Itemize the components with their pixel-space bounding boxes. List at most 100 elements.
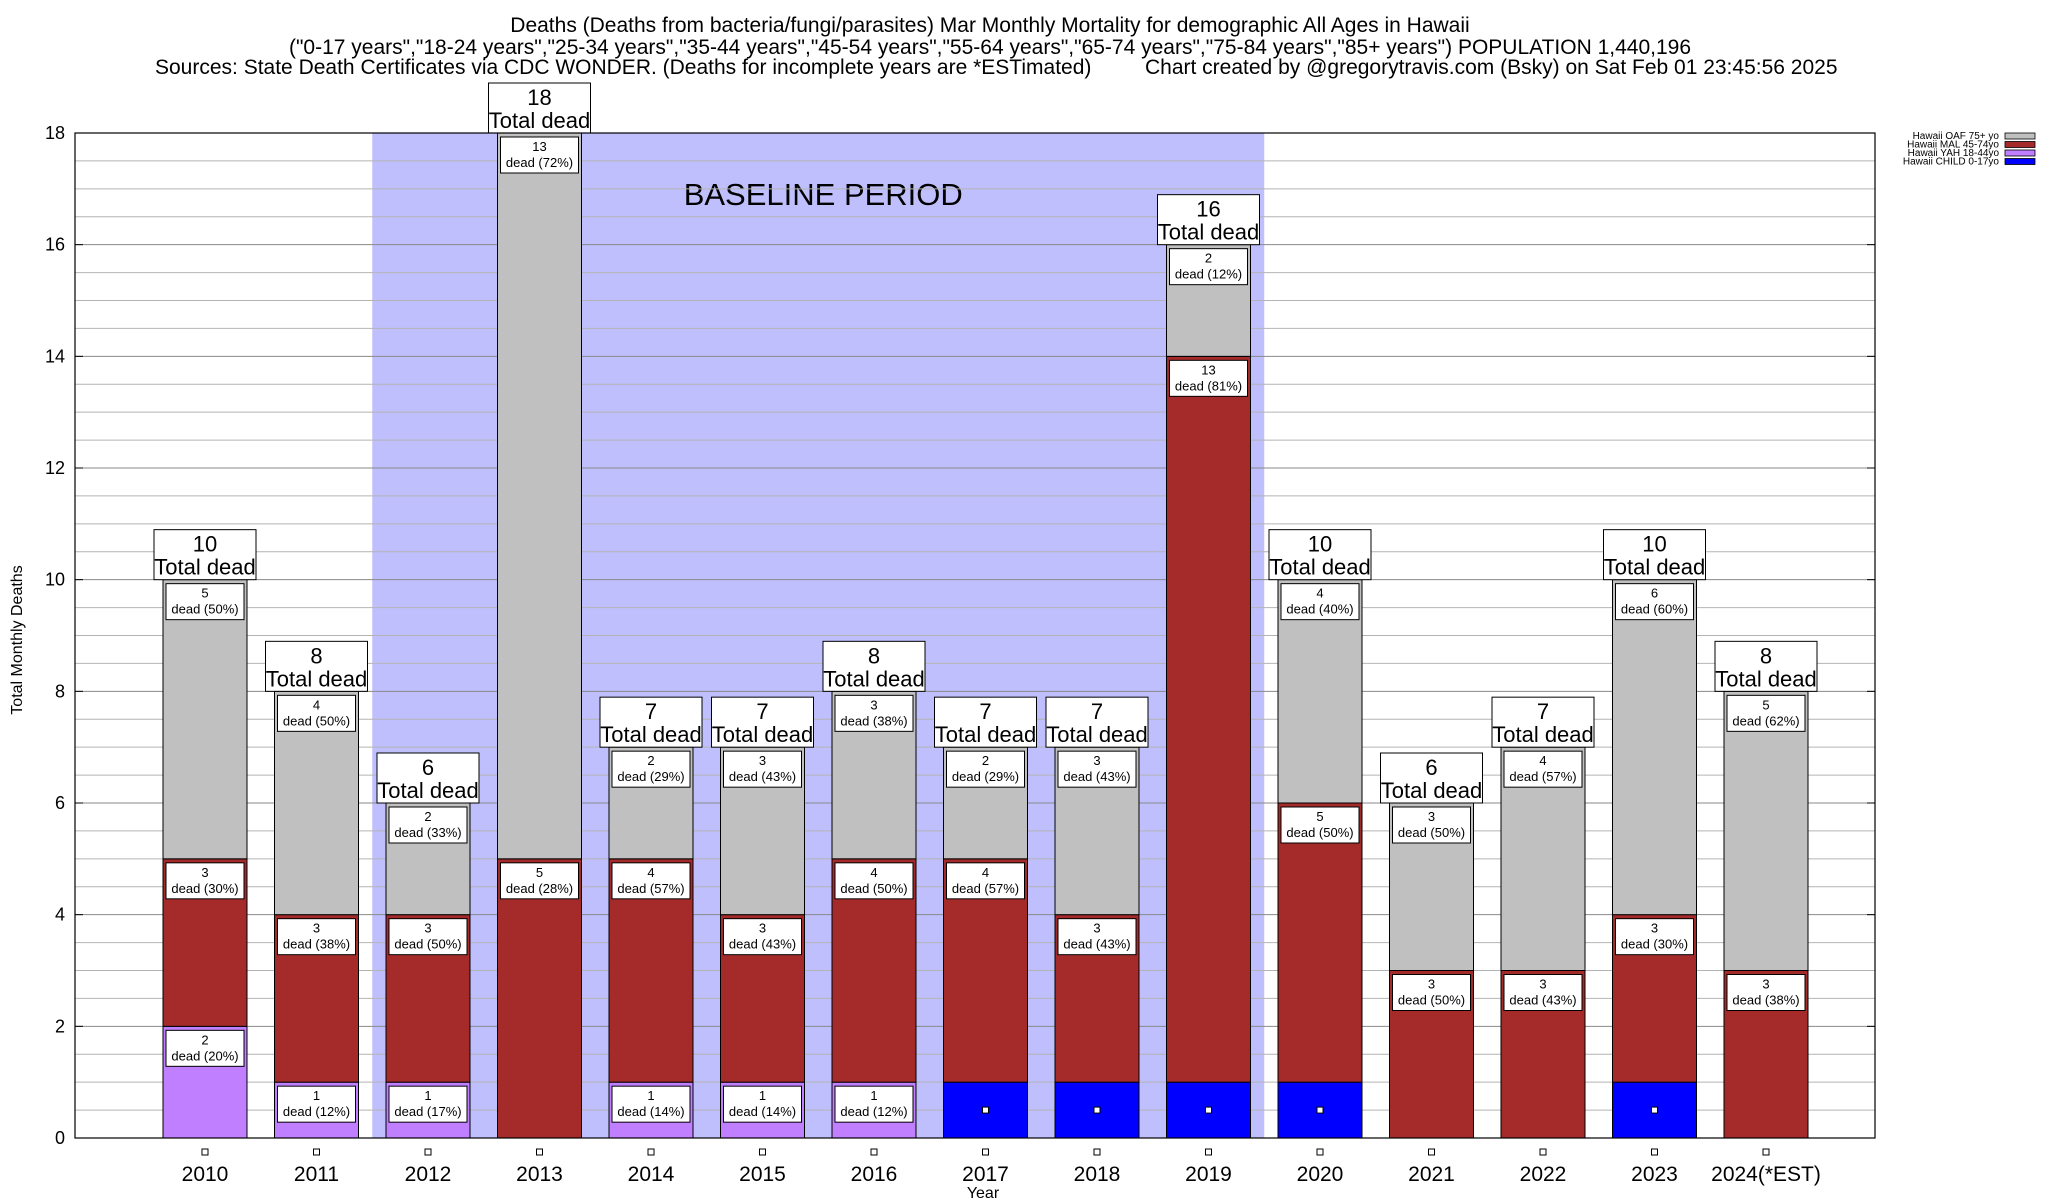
- total-label-box: [1045, 696, 1149, 748]
- segment-marker: [1093, 1106, 1101, 1114]
- segment-marker: [1205, 1106, 1212, 1114]
- segment-percent-label: dead (12%): [1175, 267, 1242, 282]
- y-tick-label: 12: [45, 458, 65, 478]
- total-dead-label: Total dead: [1381, 778, 1483, 803]
- segment-label-box: [1726, 974, 1806, 1011]
- x-tick-label: 2017: [962, 1163, 1009, 1186]
- total-label-box: [488, 82, 591, 134]
- segment-label-box: [388, 918, 468, 956]
- segment-label-box: [723, 918, 802, 956]
- chart-subtitle-credit: Chart created by @gregorytravis.com (Bsk…: [1145, 56, 1838, 79]
- segment-count-label: 1: [424, 1088, 431, 1103]
- x-tick-marker: [1539, 1148, 1547, 1156]
- segment-percent-label: dead (38%): [1732, 993, 1799, 1008]
- total-count-label: 16: [1196, 197, 1220, 222]
- baseline-period-label: BASELINE PERIOD: [684, 177, 963, 212]
- segment-count-label: 3: [759, 921, 766, 936]
- x-tick-label: 2021: [1408, 1163, 1455, 1186]
- segment-percent-label: dead (43%): [729, 769, 796, 784]
- segment-percent-label: dead (14%): [729, 1104, 796, 1119]
- segment-label-box: [165, 583, 245, 621]
- total-dead-label: Total dead: [1158, 220, 1260, 245]
- segment-label-box: [1057, 918, 1137, 956]
- segment-count-label: 2: [647, 753, 654, 768]
- x-tick-marker: [759, 1148, 766, 1156]
- segment-count-label: 1: [313, 1088, 320, 1103]
- segment-percent-label: dead (30%): [1621, 937, 1688, 952]
- bar-segment: [1277, 802, 1363, 1083]
- total-count-label: 8: [1760, 643, 1772, 668]
- x-tick-label: 2023: [1631, 1163, 1678, 1186]
- total-label-box: [934, 696, 1037, 748]
- total-dead-label: Total dead: [712, 722, 814, 747]
- legend-label: Hawaii CHILD 0-17yo: [1903, 157, 2000, 168]
- total-dead-label: Total dead: [1715, 666, 1817, 691]
- x-tick-label: 2018: [1074, 1163, 1121, 1186]
- segment-label-box: [1503, 974, 1583, 1011]
- total-label-box: [1157, 194, 1260, 246]
- segment-count-label: 1: [759, 1088, 766, 1103]
- total-dead-label: Total dead: [1604, 555, 1706, 580]
- segment-percent-label: dead (50%): [283, 713, 350, 728]
- segment-count-label: 2: [1205, 251, 1212, 266]
- segment-count-label: 4: [647, 865, 654, 880]
- segment-label-box: [1726, 694, 1806, 732]
- segment-percent-label: dead (72%): [506, 155, 573, 170]
- total-count-label: 7: [979, 699, 991, 724]
- x-tick-label: 2010: [182, 1163, 229, 1186]
- total-dead-label: Total dead: [377, 778, 479, 803]
- segment-label-box: [165, 1029, 245, 1067]
- x-tick-label: 2016: [851, 1163, 898, 1186]
- segment-label-box: [500, 862, 579, 900]
- total-dead-label: Total dead: [1269, 555, 1371, 580]
- segment-count-label: 3: [424, 921, 431, 936]
- segment-percent-label: dead (43%): [1509, 993, 1576, 1008]
- segment-count-label: 5: [1762, 697, 1769, 712]
- segment-label-box: [1057, 750, 1137, 788]
- x-tick-marker: [1762, 1148, 1770, 1156]
- total-label-box: [599, 696, 703, 748]
- segment-count-label: 3: [1428, 809, 1435, 824]
- bar-segment: [497, 132, 582, 860]
- segment-percent-label: dead (57%): [952, 881, 1019, 896]
- segment-count-label: 6: [1651, 586, 1658, 601]
- x-tick-marker: [1651, 1148, 1658, 1156]
- x-tick-marker: [870, 1148, 878, 1156]
- total-count-label: 10: [1642, 532, 1666, 557]
- segment-percent-label: dead (12%): [283, 1104, 350, 1119]
- segment-percent-label: dead (33%): [394, 825, 461, 840]
- total-label-box: [711, 696, 814, 748]
- bar-segment: [1612, 579, 1697, 916]
- x-tick-marker: [647, 1148, 655, 1156]
- bar-segment: [1723, 690, 1809, 971]
- y-tick-label: 16: [45, 235, 65, 255]
- total-label-box: [1714, 640, 1818, 692]
- segment-label-box: [611, 1085, 691, 1123]
- y-axis-title: Total Monthly Deaths: [9, 565, 26, 714]
- segment-count-label: 5: [1316, 809, 1323, 824]
- total-count-label: 7: [645, 699, 657, 724]
- x-tick-marker: [1428, 1148, 1435, 1156]
- bar-segment: [497, 858, 582, 1139]
- y-tick-label: 2: [55, 1016, 65, 1036]
- x-tick-marker: [1316, 1148, 1324, 1156]
- segment-percent-label: dead (28%): [506, 881, 573, 896]
- segment-label-box: [946, 862, 1025, 900]
- segment-percent-label: dead (57%): [617, 881, 684, 896]
- segment-count-label: 1: [647, 1088, 654, 1103]
- segment-label-box: [1280, 806, 1360, 844]
- total-label-box: [822, 640, 926, 692]
- total-label-box: [265, 640, 368, 692]
- x-axis-title: Year: [967, 1185, 1000, 1200]
- x-tick-marker: [982, 1148, 989, 1156]
- segment-percent-label: dead (20%): [171, 1048, 238, 1063]
- segment-count-label: 3: [1651, 921, 1658, 936]
- chart-subtitle-demographics: ("0-17 years","18-24 years","25-34 years…: [289, 36, 1691, 59]
- segment-percent-label: dead (81%): [1175, 378, 1242, 393]
- segment-percent-label: dead (29%): [952, 769, 1019, 784]
- segment-marker: [1316, 1106, 1324, 1114]
- legend-swatch: [2004, 149, 2036, 157]
- segment-label-box: [277, 694, 356, 732]
- legend-label: Hawaii YAH 18-44yo: [1908, 148, 2000, 159]
